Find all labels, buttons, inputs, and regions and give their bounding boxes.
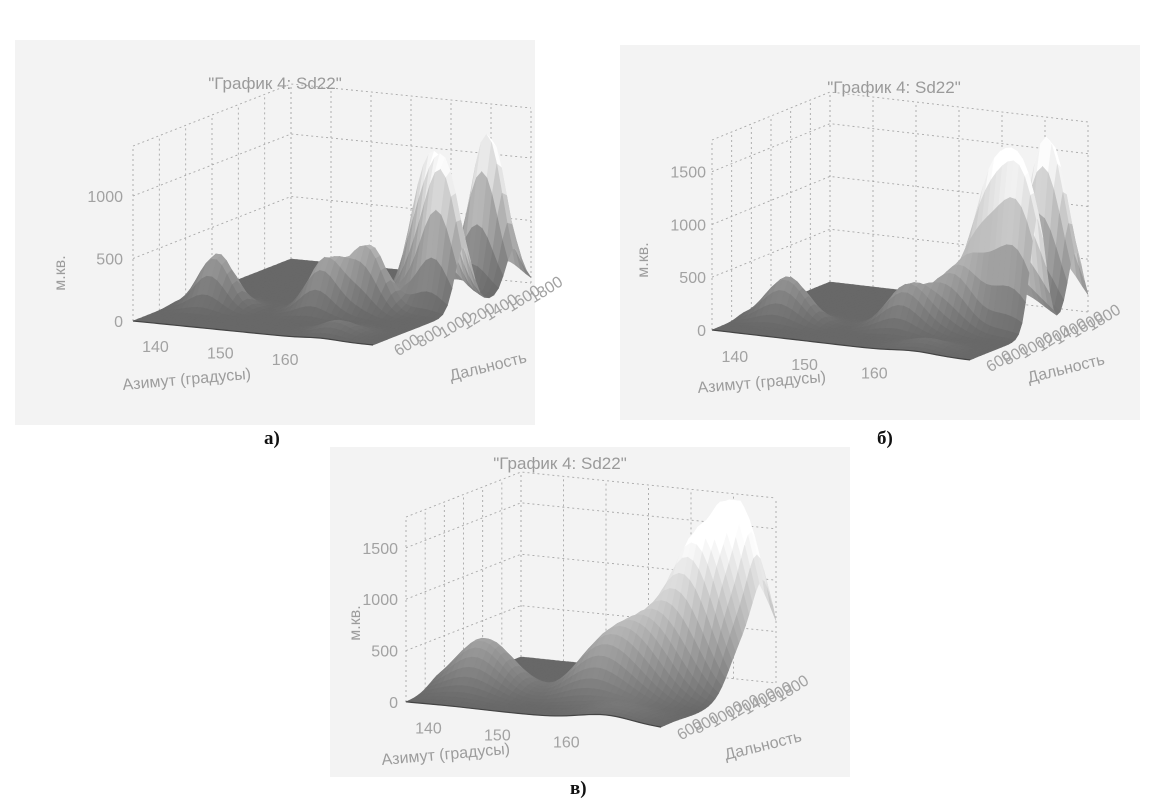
z-tick-label: 1000 xyxy=(87,189,123,206)
z-tick-label: 500 xyxy=(371,644,398,661)
x-tick-label: 150 xyxy=(484,728,511,745)
x-tick-label: 140 xyxy=(722,349,749,366)
caption-a: а) xyxy=(264,428,280,449)
x-tick-label: 150 xyxy=(791,357,818,374)
z-axis-label: м.кв. xyxy=(52,255,69,290)
z-tick-label: 0 xyxy=(389,695,398,712)
x-axis-label: Азимут (градусы) xyxy=(381,741,511,769)
chart-title: "График 4: Sd22" xyxy=(827,78,960,97)
z-axis-label: м.кв. xyxy=(347,605,364,640)
chart-title: "График 4: Sd22" xyxy=(208,74,341,93)
x-tick-label: 150 xyxy=(207,346,234,363)
x-tick-label: 140 xyxy=(142,339,169,356)
x-tick-label: 160 xyxy=(553,735,580,752)
y-axis-label: Дальность xyxy=(1026,351,1107,387)
x-tick-label: 160 xyxy=(272,352,299,369)
z-tick-label: 1500 xyxy=(362,541,398,558)
y-axis-label: Дальность xyxy=(448,349,529,385)
z-axis-label: м.кв. xyxy=(635,242,652,277)
caption-c: в) xyxy=(570,778,587,799)
chart-title: "График 4: Sd22" xyxy=(493,454,626,473)
y-tick-label: 1800 xyxy=(773,672,812,705)
z-tick-label: 1000 xyxy=(362,592,398,609)
x-tick-label: 140 xyxy=(415,721,442,738)
caption-b: б) xyxy=(877,428,893,449)
y-tick-label: 1800 xyxy=(1085,301,1124,334)
panel-background xyxy=(330,447,850,777)
z-tick-label: 500 xyxy=(96,252,123,269)
x-axis-label: Азимут (градусы) xyxy=(122,366,252,394)
z-tick-label: 0 xyxy=(114,314,123,331)
surface xyxy=(711,136,1089,361)
z-tick-label: 1000 xyxy=(670,217,706,234)
surface xyxy=(404,499,777,728)
y-tick-label: 1800 xyxy=(527,273,566,306)
z-tick-label: 500 xyxy=(679,270,706,287)
chart-panel-a: "График 4: Sd22" 0 500 1000 140 150 160 600 8… xyxy=(15,40,566,425)
chart-panel-c: "График 4: Sd22" 0 500 1000 1500 140 150 160 … xyxy=(330,447,850,777)
x-axis-label: Азимут (градусы) xyxy=(697,369,827,397)
chart-panel-b: "График 4: Sd22" 0 500 1000 1500 140 150 160 … xyxy=(620,45,1140,420)
y-axis-label: Дальность xyxy=(723,728,804,764)
z-tick-label: 1500 xyxy=(670,165,706,182)
surface xyxy=(132,133,532,346)
z-tick-label: 0 xyxy=(697,323,706,340)
x-tick-label: 160 xyxy=(861,365,888,382)
